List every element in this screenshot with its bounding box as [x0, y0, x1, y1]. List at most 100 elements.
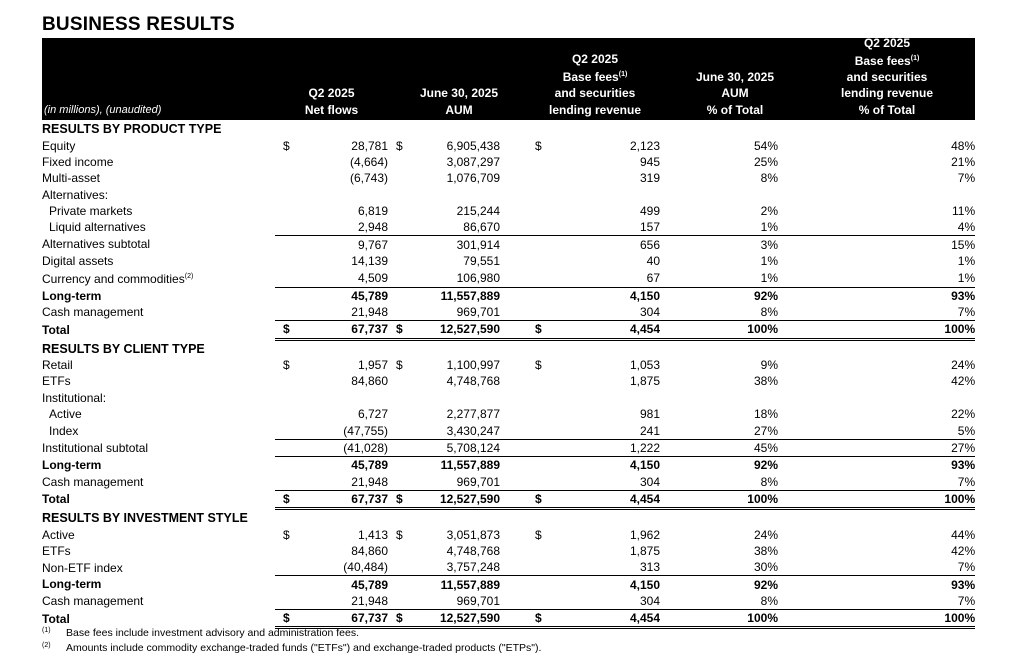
- dollar-sign: [275, 473, 300, 490]
- row-label: Equity: [42, 137, 275, 153]
- table-row: Alternatives:: [42, 186, 975, 202]
- table-row: Liquid alternatives 2,948 86,670 157 1% 4%: [42, 219, 975, 236]
- dollar-sign: $: [396, 527, 403, 542]
- aum-pct-cell: 9%: [760, 358, 778, 373]
- dollar-sign: [275, 269, 300, 287]
- header-line: and securities: [554, 86, 636, 101]
- dollar-sign: $: [275, 489, 300, 511]
- footnote-ref: (1): [910, 54, 920, 62]
- aum-cell: 215,244: [456, 203, 500, 218]
- aum-pct-cell: 25%: [753, 154, 778, 169]
- dollar-sign: [388, 593, 400, 610]
- footnote-1: (1) Base fees include investment advisory…: [42, 627, 359, 639]
- base-fees-cell: 4,150: [545, 456, 660, 474]
- footnote-ref: (1): [618, 71, 628, 79]
- dollar-sign: $: [283, 358, 290, 373]
- base-fees-cell: 945: [639, 154, 660, 169]
- row-label: Retail: [42, 357, 275, 373]
- net-flows-cell: 21,948: [351, 593, 388, 608]
- aum-pct-cell: [660, 186, 778, 202]
- row-label-text: Cash management: [42, 474, 144, 489]
- table-row: Long-term 45,789 11,557,889 4,150 92% 93%: [42, 456, 976, 474]
- dollar-sign: $: [396, 358, 403, 373]
- dollar-sign: $: [388, 489, 403, 511]
- row-label-text: Private markets: [49, 203, 133, 218]
- table-row: Cash management 21,948 969,701 304 8% 7%: [42, 473, 975, 490]
- footnote-mark: (1): [42, 627, 51, 634]
- row-label-text: ETFs: [42, 543, 71, 558]
- fees-pct-cell: 24%: [951, 358, 976, 373]
- net-flows-cell: 1,413: [357, 527, 388, 542]
- header-aum-pct: June 30, 2025 AUM % of Total: [670, 69, 800, 118]
- dollar-sign: [388, 543, 400, 559]
- header-line: AUM: [721, 86, 749, 101]
- base-fees-cell: 4,454: [545, 609, 660, 630]
- dollar-sign: [500, 575, 545, 593]
- fees-pct-cell: 48%: [951, 138, 976, 153]
- row-label: RESULTS BY CLIENT TYPE: [42, 339, 975, 357]
- dollar-sign: [500, 406, 545, 422]
- net-flows-cell: 14,139: [351, 253, 388, 268]
- dollar-sign: [388, 203, 400, 219]
- table-row: Private markets 6,819 215,244 499 2% 11%: [42, 203, 975, 219]
- net-flows-cell: 6,819: [357, 203, 388, 218]
- aum-cell: 2,277,877: [446, 407, 500, 422]
- fees-pct-cell: 7%: [957, 305, 976, 320]
- row-label-text: Cash management: [42, 594, 144, 609]
- row-label: ETFs: [42, 543, 275, 559]
- fees-pct-cell: 27%: [778, 438, 976, 457]
- aum-cell: 11,557,889: [400, 286, 500, 304]
- net-flows-cell: 67,737: [300, 320, 388, 341]
- net-flows-cell: 21,948: [351, 305, 388, 320]
- table-row: Total $67,737 $12,527,590 $4,454 100% 100%: [42, 609, 976, 630]
- net-flows-cell: 84,860: [351, 374, 388, 389]
- table-row: Long-term 45,789 11,557,889 4,150 92% 93%: [42, 286, 976, 304]
- aum-pct-cell: 92%: [660, 575, 778, 593]
- table-row: ETFs 84,860 4,748,768 1,875 38% 42%: [42, 543, 975, 559]
- row-label-text: Alternatives:: [42, 187, 109, 202]
- fees-pct-cell: 5%: [957, 423, 976, 438]
- base-fees-cell: 304: [639, 593, 660, 608]
- fees-pct-cell: 100%: [778, 609, 976, 630]
- dollar-sign: [500, 438, 545, 457]
- row-label: Digital assets: [42, 253, 275, 269]
- dollar-sign: [500, 304, 545, 321]
- row-label: Total: [42, 321, 275, 339]
- base-fees-cell: 1,962: [629, 527, 660, 542]
- aum-cell: 3,757,248: [446, 560, 500, 575]
- aum-cell: 3,051,873: [446, 527, 500, 542]
- dollar-sign: [500, 235, 545, 253]
- aum-cell: 12,527,590: [400, 489, 500, 511]
- header-line: % of Total: [706, 102, 764, 117]
- header-base-fees: Q2 2025 Base fees(1) and securities lend…: [530, 51, 660, 118]
- header-line: and securities: [846, 70, 928, 85]
- row-label: Active: [42, 526, 275, 542]
- dollar-sign: [388, 575, 400, 593]
- base-fees-cell: 2,123: [629, 138, 660, 153]
- dollar-sign: [388, 473, 400, 490]
- header-line: Q2 2025: [571, 51, 619, 66]
- dollar-sign: [275, 170, 300, 186]
- aum-cell: 86,670: [463, 220, 500, 235]
- fees-pct-cell: [778, 186, 975, 202]
- row-label: Liquid alternatives: [42, 219, 275, 236]
- aum-pct-cell: 8%: [760, 593, 778, 608]
- row-label-text: Total: [42, 611, 70, 626]
- aum-cell: 4,748,768: [446, 374, 500, 389]
- page-title: BUSINESS RESULTS: [42, 14, 235, 35]
- dollar-sign: $: [535, 138, 542, 153]
- header-line: Q2 2025: [863, 35, 911, 50]
- aum-cell: 1,100,997: [446, 358, 500, 373]
- fees-pct-cell: [778, 390, 975, 406]
- dollar-sign: [500, 593, 545, 610]
- table-row: Currency and commodities(2) 4,509 106,980 6…: [42, 269, 975, 287]
- row-label-text: Institutional:: [42, 390, 107, 405]
- base-fees-cell: 40: [646, 253, 660, 268]
- base-fees-cell: 981: [639, 407, 660, 422]
- dollar-sign: [275, 422, 300, 439]
- fees-pct-cell: 44%: [951, 527, 976, 542]
- dollar-sign: [275, 406, 300, 422]
- aum-cell: 106,980: [456, 270, 500, 285]
- row-label: Cash management: [42, 473, 275, 490]
- dollar-sign: [388, 390, 400, 406]
